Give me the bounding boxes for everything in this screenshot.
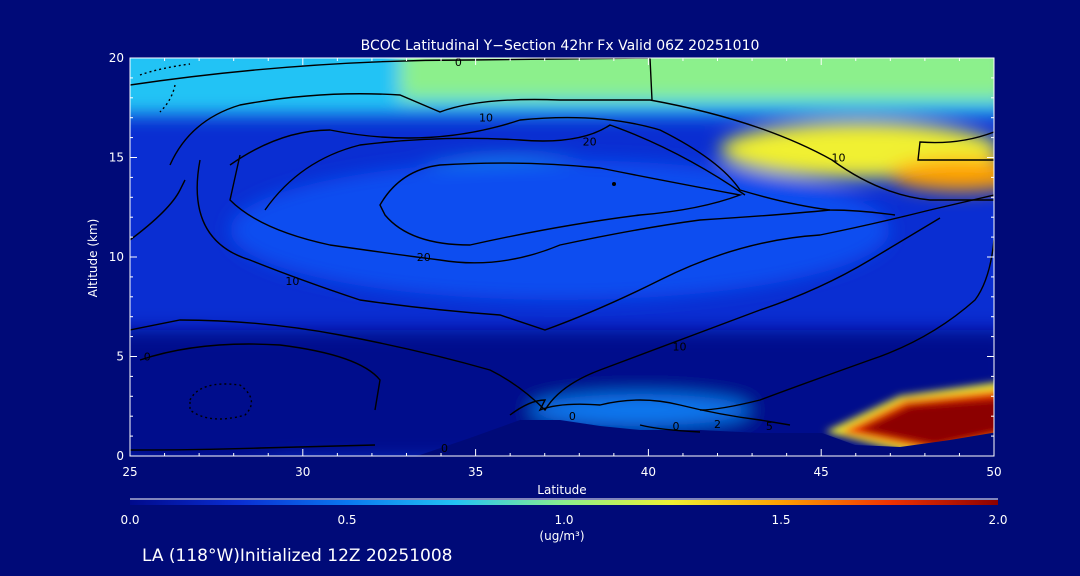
contour-20-lower: [229, 154, 831, 264]
contour-label: 0: [441, 442, 448, 455]
colorbar-tick-label: 0.0: [120, 513, 139, 527]
contour-10-right: [917, 131, 994, 161]
x-axis: 25 30 35 40 45 50: [122, 58, 1002, 479]
colorbar-tick-label: 0.5: [337, 513, 356, 527]
contour-labels: 0 10 20 10 20 10 10 0 0 0 2 5 0: [144, 56, 846, 455]
x-tick-label: 50: [986, 465, 1001, 479]
colorbar-tick-label: 1.0: [554, 513, 573, 527]
field-dot: [612, 182, 616, 186]
contour-20-upper: [229, 116, 896, 216]
upper-band-core: [400, 58, 994, 100]
y-axis-label: Altitude (km): [86, 219, 100, 298]
colorbar-gradient: [130, 500, 998, 505]
x-axis-label: Latitude: [537, 483, 586, 497]
contour-5-mid: [130, 217, 941, 412]
contour-label: 0: [569, 410, 576, 423]
terrain: [412, 420, 994, 456]
contour-10-top: [169, 93, 994, 201]
x-tick-label: 40: [641, 465, 656, 479]
contour-0-top-dotted: [139, 63, 191, 113]
contour-label: 0: [144, 351, 151, 364]
footer-location: LA (118°W)Initialized 12Z 20251008: [142, 546, 452, 566]
mid-blue: [230, 160, 890, 300]
x-tick-label: 30: [295, 465, 310, 479]
x-tick-label: 25: [122, 465, 137, 479]
x-tick-label: 45: [814, 465, 829, 479]
contour-dotted-sfc: [189, 383, 253, 420]
left-dark: [130, 330, 360, 456]
contour-30-inner: [379, 162, 743, 246]
y-tick-label: 10: [109, 250, 124, 264]
plume-darkred: [858, 398, 994, 446]
y-tick-label: 0: [116, 449, 124, 463]
contour-label: 10: [831, 152, 845, 165]
contour-label: 10: [479, 112, 493, 125]
contour-label: 0: [673, 420, 680, 433]
contour-label: 20: [583, 136, 597, 149]
colorbar-unit-label: (ug/m³): [539, 529, 584, 543]
x-tick-label: 35: [468, 465, 483, 479]
contour-10-mid: [130, 159, 994, 331]
surface-plume: [825, 382, 994, 456]
contour-label: 0: [455, 56, 462, 69]
contour-label: 2: [714, 418, 721, 431]
contour-20-inner: [264, 124, 746, 211]
contour-label: 20: [417, 251, 431, 264]
y-tick-label: 20: [109, 51, 124, 65]
y-tick-label: 5: [116, 350, 124, 364]
chart-title: BCOC Latitudinal Y−Section 42hr Fx Valid…: [361, 38, 760, 54]
contour-label: 10: [285, 275, 299, 288]
contour-label: 10: [673, 341, 687, 354]
contour-left-sfc: [130, 444, 376, 451]
contour-5-low: [139, 239, 994, 411]
contour-sfc: [509, 399, 791, 433]
colorbar-tick-label: 1.5: [771, 513, 790, 527]
contour-0-top: [130, 58, 653, 101]
y-tick-label: 15: [109, 151, 124, 165]
plot-area: 0 10 20 10 20 10 10 0 0 0 2 5 0: [130, 56, 994, 456]
sfc-cyan: [530, 394, 750, 426]
colorbar-tick-label: 2.0: [988, 513, 1007, 527]
colorbar-ticks: 0.0 0.5 1.0 1.5 2.0: [120, 513, 1007, 527]
colorbar: 0.0 0.5 1.0 1.5 2.0 (ug/m³): [120, 498, 1008, 543]
orange-plume: [890, 159, 994, 191]
contour-label: 5: [766, 420, 773, 433]
contour-lines: [130, 58, 994, 451]
